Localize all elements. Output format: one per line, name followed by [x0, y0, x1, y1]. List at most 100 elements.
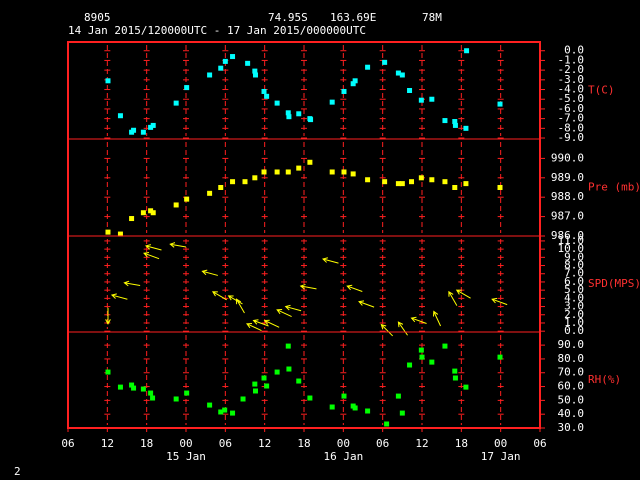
data-point — [341, 393, 347, 399]
data-point — [252, 72, 258, 78]
y-tick-label: 9.0 — [564, 250, 584, 263]
data-point — [286, 114, 292, 120]
data-point — [140, 129, 146, 135]
y-axis-label: RH(%) — [588, 373, 621, 386]
x-tick-label: 06 — [376, 437, 389, 450]
y-axis-label: Pre (mb) — [588, 181, 640, 194]
data-point — [148, 208, 154, 214]
data-point — [395, 70, 401, 76]
data-point — [418, 347, 424, 353]
data-point — [365, 64, 371, 70]
data-point — [429, 96, 435, 102]
data-point — [452, 368, 458, 374]
y-tick-label: 4.0 — [564, 291, 584, 304]
wind-arrow — [252, 319, 269, 327]
wind-arrow — [145, 244, 162, 251]
data-point — [218, 409, 224, 415]
elevation: 78M — [422, 11, 442, 24]
wind-arrow — [123, 280, 141, 287]
x-tick-label: 06 — [61, 437, 74, 450]
data-point — [409, 179, 415, 185]
y-tick-label: 0.0 — [564, 44, 584, 57]
data-point — [207, 190, 213, 196]
data-point — [240, 396, 246, 402]
data-point — [452, 119, 458, 125]
data-point — [452, 185, 458, 190]
data-point — [352, 405, 358, 411]
wind-arrow — [432, 310, 442, 327]
data-point — [252, 175, 258, 181]
plot-frame — [67, 41, 541, 429]
y-tick-label: 50.0 — [558, 393, 585, 406]
y-tick-label: 60.0 — [558, 380, 585, 393]
y-tick-label: -2.0 — [558, 63, 585, 76]
data-point — [218, 185, 224, 190]
data-point — [296, 378, 302, 384]
date-label: 17 Jan — [481, 450, 521, 463]
data-point — [285, 343, 291, 349]
data-point — [296, 111, 302, 117]
data-point — [352, 78, 358, 84]
x-tick-label: 00 — [337, 437, 350, 450]
data-point — [207, 72, 213, 78]
data-point — [252, 381, 258, 387]
data-point — [442, 343, 448, 349]
data-point — [286, 366, 292, 372]
data-point — [173, 100, 179, 106]
x-tick-label: 06 — [533, 437, 546, 450]
data-point — [341, 88, 347, 94]
data-point — [105, 229, 111, 235]
wind-arrow — [358, 300, 375, 308]
data-point — [117, 113, 123, 119]
data-point — [329, 404, 335, 410]
x-tick-label: 18 — [455, 437, 468, 450]
data-point — [230, 410, 236, 416]
data-point — [222, 407, 228, 413]
wind-arrow — [380, 323, 394, 337]
data-point — [399, 72, 405, 78]
data-point — [463, 181, 469, 187]
wind-arrow — [410, 316, 427, 324]
data-point — [464, 48, 470, 54]
data-point — [261, 375, 267, 381]
y-tick-label: 2.0 — [564, 308, 584, 321]
data-point — [308, 117, 314, 123]
data-point — [230, 179, 236, 185]
data-point — [274, 100, 280, 106]
page-number: 2 — [14, 465, 21, 478]
wind-arrow — [105, 307, 111, 325]
data-point — [442, 118, 448, 124]
data-point — [463, 125, 469, 131]
wind-arrow — [346, 284, 363, 292]
data-point — [497, 101, 503, 107]
x-tick-label: 18 — [140, 437, 153, 450]
period: 14 Jan 2015/120000UTC - 17 Jan 2015/0000… — [68, 24, 366, 37]
data-point — [452, 375, 458, 381]
y-tick-label: 7.0 — [564, 267, 584, 280]
data-point — [184, 85, 190, 91]
y-axis-label: T(C) — [588, 84, 615, 97]
data-point — [264, 383, 270, 389]
data-point — [117, 231, 123, 237]
wind-arrow — [235, 298, 245, 314]
wind-arrow — [169, 242, 187, 248]
data-point — [285, 169, 291, 175]
y-tick-label: -4.0 — [558, 83, 585, 96]
data-point — [452, 122, 458, 128]
data-point — [230, 54, 236, 60]
wind-arrow — [491, 297, 508, 306]
wind-arrow — [455, 289, 471, 299]
x-tick-label: 00 — [179, 437, 192, 450]
data-point — [307, 395, 313, 401]
date-label: 15 Jan — [166, 450, 206, 463]
data-point — [329, 169, 335, 175]
data-point — [105, 369, 111, 375]
y-tick-label: 990.0 — [551, 151, 584, 164]
x-tick-label: 18 — [297, 437, 310, 450]
data-point — [274, 369, 280, 375]
y-tick-label: -5.0 — [558, 92, 585, 105]
y-tick-label: -3.0 — [558, 73, 585, 86]
data-point — [382, 59, 388, 65]
data-point — [129, 382, 135, 388]
latitude: 74.95S — [268, 11, 308, 24]
